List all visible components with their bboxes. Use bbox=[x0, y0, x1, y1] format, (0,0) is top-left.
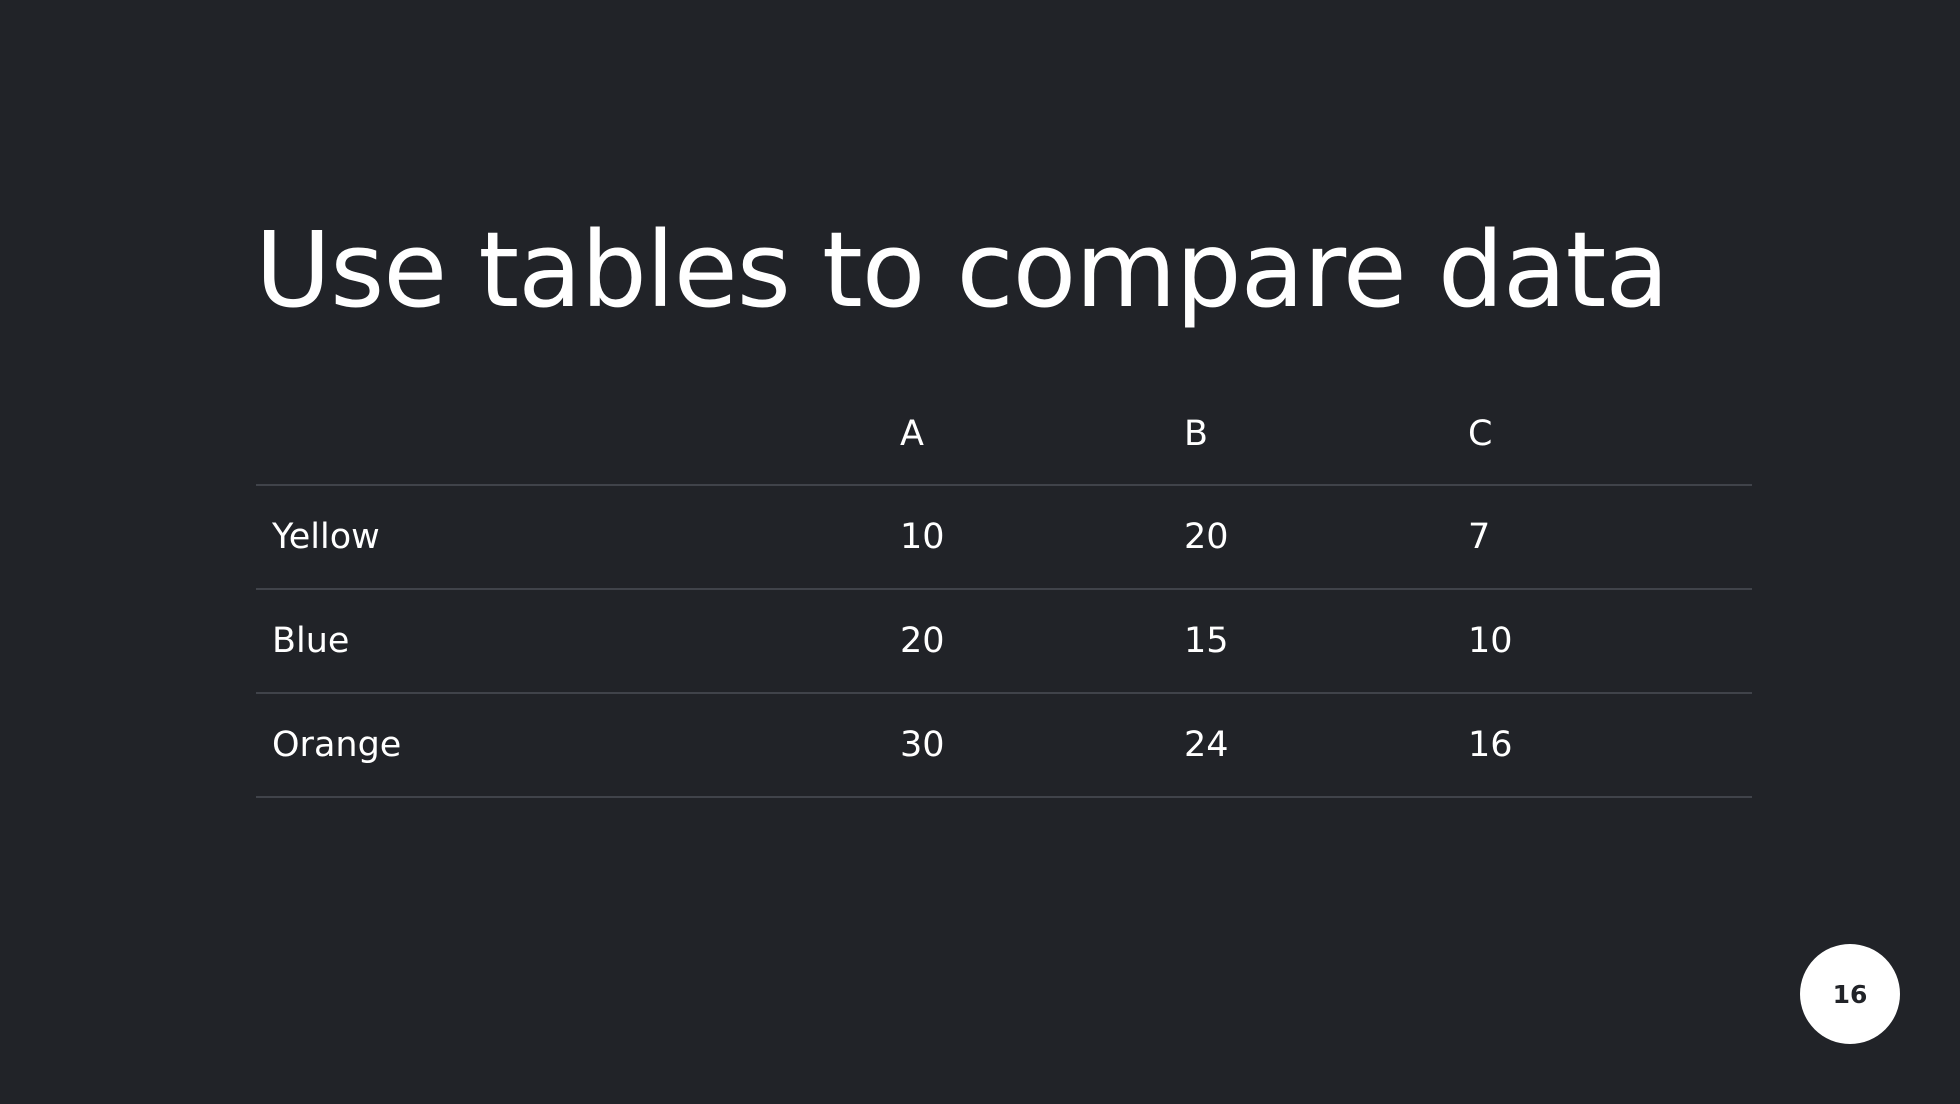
table-header-row: A B C bbox=[256, 384, 1752, 486]
table-row: Yellow 10 20 7 bbox=[256, 485, 1752, 590]
table-cell: 24 bbox=[1184, 693, 1468, 798]
row-label-orange: Orange bbox=[256, 693, 900, 798]
column-header-b: B bbox=[1184, 384, 1468, 486]
column-header-a: A bbox=[900, 384, 1184, 486]
page-number-badge: 16 bbox=[1800, 944, 1900, 1044]
table-cell: 30 bbox=[900, 693, 1184, 798]
table-cell: 15 bbox=[1184, 589, 1468, 694]
table-cell: 20 bbox=[1184, 485, 1468, 590]
table-cell: 16 bbox=[1468, 693, 1752, 798]
table-cell: 10 bbox=[1468, 589, 1752, 694]
table-row: Blue 20 15 10 bbox=[256, 589, 1752, 694]
table-cell: 10 bbox=[900, 485, 1184, 590]
table-row: Orange 30 24 16 bbox=[256, 693, 1752, 798]
table-cell: 7 bbox=[1468, 485, 1752, 590]
row-label-yellow: Yellow bbox=[256, 485, 900, 590]
slide-title: Use tables to compare data bbox=[255, 209, 1669, 331]
comparison-table: A B C Yellow 10 20 7 Blue 20 15 10 Orang… bbox=[256, 384, 1752, 798]
table-cell: 20 bbox=[900, 589, 1184, 694]
column-header-empty bbox=[256, 384, 900, 486]
column-header-c: C bbox=[1468, 384, 1752, 486]
row-label-blue: Blue bbox=[256, 589, 900, 694]
